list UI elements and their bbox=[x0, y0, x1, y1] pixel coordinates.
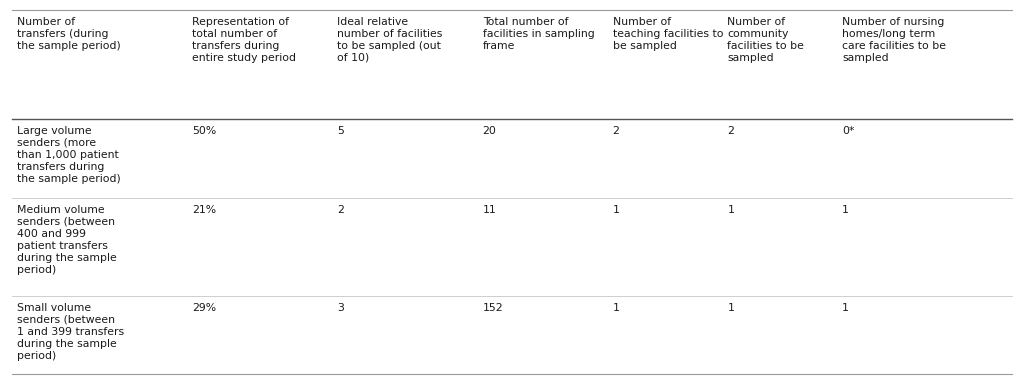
Text: Small volume
senders (between
1 and 399 transfers
during the sample
period): Small volume senders (between 1 and 399 … bbox=[17, 303, 124, 361]
Text: 2: 2 bbox=[337, 205, 344, 215]
Text: 1: 1 bbox=[613, 303, 620, 313]
Text: Medium volume
senders (between
400 and 999
patient transfers
during the sample
p: Medium volume senders (between 400 and 9… bbox=[17, 205, 117, 275]
Text: 1: 1 bbox=[613, 205, 620, 215]
Text: 152: 152 bbox=[483, 303, 503, 313]
Text: 20: 20 bbox=[483, 126, 497, 136]
Text: Number of
teaching facilities to
be sampled: Number of teaching facilities to be samp… bbox=[613, 17, 723, 51]
Text: 1: 1 bbox=[842, 303, 849, 313]
Text: Number of
community
facilities to be
sampled: Number of community facilities to be sam… bbox=[727, 17, 805, 63]
Text: Number of nursing
homes/long term
care facilities to be
sampled: Number of nursing homes/long term care f… bbox=[842, 17, 946, 63]
Text: 11: 11 bbox=[483, 205, 497, 215]
Text: 0*: 0* bbox=[842, 126, 854, 136]
Text: 5: 5 bbox=[337, 126, 344, 136]
Text: 2: 2 bbox=[613, 126, 620, 136]
Text: 3: 3 bbox=[337, 303, 344, 313]
Text: 50%: 50% bbox=[192, 126, 216, 136]
Text: Number of
transfers (during
the sample period): Number of transfers (during the sample p… bbox=[17, 17, 121, 51]
Text: Large volume
senders (more
than 1,000 patient
transfers during
the sample period: Large volume senders (more than 1,000 pa… bbox=[17, 126, 121, 184]
Text: Representation of
total number of
transfers during
entire study period: Representation of total number of transf… bbox=[192, 17, 296, 63]
Text: 21%: 21% bbox=[192, 205, 216, 215]
Text: 29%: 29% bbox=[192, 303, 216, 313]
Text: 1: 1 bbox=[842, 205, 849, 215]
Text: Total number of
facilities in sampling
frame: Total number of facilities in sampling f… bbox=[483, 17, 594, 51]
Text: 1: 1 bbox=[727, 303, 735, 313]
Text: 1: 1 bbox=[727, 205, 735, 215]
Text: Ideal relative
number of facilities
to be sampled (out
of 10): Ideal relative number of facilities to b… bbox=[337, 17, 443, 63]
Text: 2: 2 bbox=[727, 126, 735, 136]
